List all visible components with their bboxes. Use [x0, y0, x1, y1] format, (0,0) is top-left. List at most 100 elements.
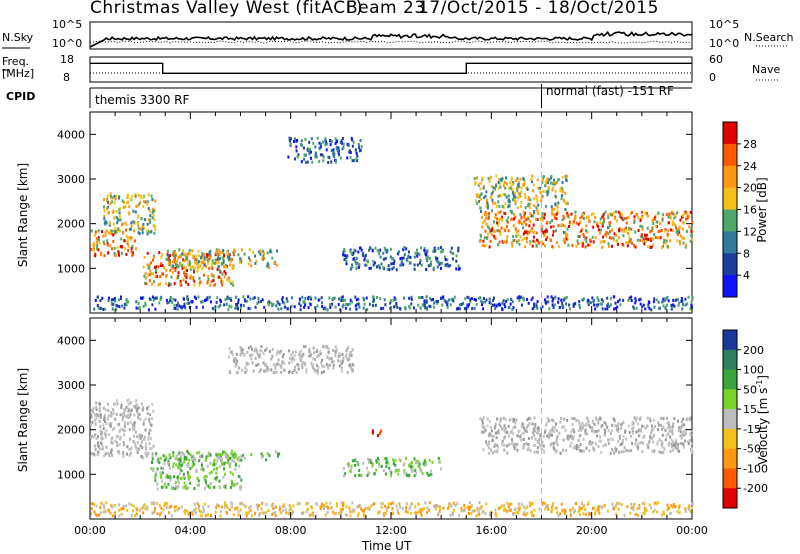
power-ytick-label: 4000: [57, 128, 85, 141]
velocity-echo-cell: [230, 350, 233, 354]
power-echo-cell: [169, 299, 172, 303]
power-echo-cell: [428, 304, 431, 308]
velocity-echo-cell: [506, 509, 509, 513]
power-echo-cell: [405, 257, 408, 261]
velocity-echo-cell: [588, 449, 591, 453]
velocity-echo-cell: [248, 353, 251, 357]
power-echo-cell: [516, 186, 519, 190]
velocity-echo-cell: [652, 434, 655, 438]
power-echo-cell: [562, 223, 565, 227]
velocity-echo-cell: [179, 472, 181, 476]
velocity-echo-cell: [277, 452, 279, 456]
velocity-echo-cell: [242, 503, 245, 507]
power-echo-cell: [457, 249, 460, 253]
velocity-echo-cell: [632, 431, 634, 435]
power-echo-cell: [112, 302, 115, 306]
velocity-echo-cell: [205, 458, 208, 462]
plot-title: Christmas Valley West (fitACF) Beam 23 1…: [90, 0, 658, 18]
power-echo-cell: [565, 295, 568, 299]
velocity-echo-cell: [514, 445, 517, 448]
power-echo-cell: [137, 223, 140, 227]
velocity-echo-cell: [375, 460, 378, 464]
velocity-echo-cell: [527, 443, 530, 447]
power-echo-cell: [186, 268, 188, 272]
velocity-echo-cell: [561, 509, 564, 513]
velocity-echo-cell: [690, 447, 693, 451]
power-echo-cell: [546, 221, 549, 225]
velocity-echo-cell: [167, 462, 170, 465]
power-echo-cell: [116, 221, 119, 225]
power-echo-cell: [691, 232, 693, 236]
velocity-echo-cell: [118, 503, 120, 507]
velocity-echo-cell: [172, 454, 175, 458]
velocity-echo-cell: [512, 431, 515, 435]
power-echo-cell: [508, 200, 511, 204]
power-echo-cell: [339, 156, 342, 160]
velocity-echo-cell: [138, 447, 141, 451]
velocity-echo-cell: [550, 505, 553, 509]
velocity-echo-cell: [110, 437, 113, 441]
velocity-echo-cell: [644, 426, 647, 430]
velocity-colorbar-swatch: [723, 330, 737, 351]
power-echo-cell: [152, 207, 155, 211]
power-echo-cell: [574, 210, 577, 214]
velocity-echo-cell: [405, 471, 408, 475]
power-echo-cell: [144, 303, 147, 307]
velocity-echo-cell: [247, 511, 250, 515]
power-echo-cell: [115, 303, 118, 307]
velocity-echo-cell: [319, 350, 321, 354]
velocity-echo-cell: [544, 428, 547, 432]
power-echo-cell: [164, 275, 167, 279]
power-echo-cell: [682, 214, 684, 218]
power-echo-cell: [639, 239, 642, 242]
velocity-echo-cell: [428, 508, 431, 512]
power-echo-cell: [309, 303, 312, 306]
power-echo-cell: [486, 236, 488, 240]
velocity-echo-cell: [646, 443, 648, 447]
power-echo-cell: [432, 298, 434, 301]
power-echo-cell: [104, 231, 107, 235]
velocity-echo-cell: [270, 368, 273, 372]
power-echo-cell: [485, 212, 488, 216]
power-echo-cell: [615, 210, 617, 214]
power-echo-cell: [154, 199, 157, 203]
velocity-echo-cell: [122, 415, 125, 419]
velocity-echo-cell: [239, 353, 242, 357]
power-echo-cell: [686, 215, 689, 219]
velocity-echo-cell: [683, 430, 686, 434]
power-echo-cell: [179, 305, 182, 309]
velocity-echo-cell: [217, 504, 220, 508]
power-echo-cell: [536, 300, 539, 304]
power-echo-cell: [275, 304, 278, 308]
power-echo-cell: [541, 212, 544, 216]
velocity-echo-cell: [548, 432, 550, 436]
power-echo-cell: [106, 199, 108, 203]
power-echo-cell: [153, 217, 155, 221]
velocity-echo-cell: [605, 422, 607, 426]
power-echo-cell: [256, 302, 259, 305]
power-echo-cell: [485, 190, 488, 194]
velocity-echo-cell: [489, 511, 491, 515]
power-echo-cell: [224, 298, 227, 302]
power-echo-cell: [550, 295, 553, 299]
power-echo-cell: [492, 298, 495, 302]
power-echo-cell: [486, 225, 489, 229]
power-echo-cell: [195, 297, 197, 300]
power-echo-cell: [485, 204, 488, 208]
velocity-echo-cell: [424, 501, 427, 505]
velocity-echo-cell: [93, 418, 96, 422]
velocity-echo-cell: [600, 425, 603, 429]
velocity-echo-cell: [661, 433, 664, 437]
velocity-echo-cell: [165, 502, 168, 506]
power-echo-cell: [281, 296, 284, 300]
power-echo-cell: [482, 307, 484, 311]
velocity-echo-cell: [187, 451, 190, 455]
power-echo-cell: [351, 265, 354, 269]
velocity-echo-cell: [618, 502, 621, 506]
cpid-label: CPID: [6, 90, 36, 103]
velocity-echo-cell: [302, 361, 304, 365]
power-echo-cell: [682, 241, 685, 245]
power-echo-cell: [385, 250, 388, 254]
power-echo-cell: [508, 306, 511, 310]
power-echo-cell: [112, 298, 115, 301]
